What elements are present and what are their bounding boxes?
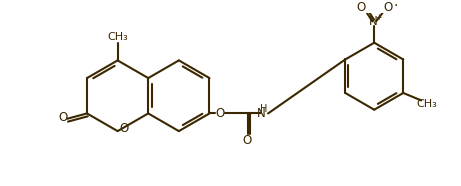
Text: O: O: [58, 111, 67, 124]
Text: N: N: [257, 107, 266, 120]
Text: CH₃: CH₃: [416, 99, 437, 109]
Text: O: O: [357, 1, 366, 14]
Text: N: N: [369, 15, 378, 28]
Text: O: O: [242, 134, 251, 147]
Text: O: O: [119, 122, 129, 135]
Text: +: +: [375, 13, 381, 22]
Text: ·: ·: [393, 0, 397, 13]
Text: H: H: [260, 104, 267, 114]
Text: O: O: [215, 107, 225, 120]
Text: CH₃: CH₃: [107, 32, 128, 42]
Text: O: O: [383, 1, 393, 14]
